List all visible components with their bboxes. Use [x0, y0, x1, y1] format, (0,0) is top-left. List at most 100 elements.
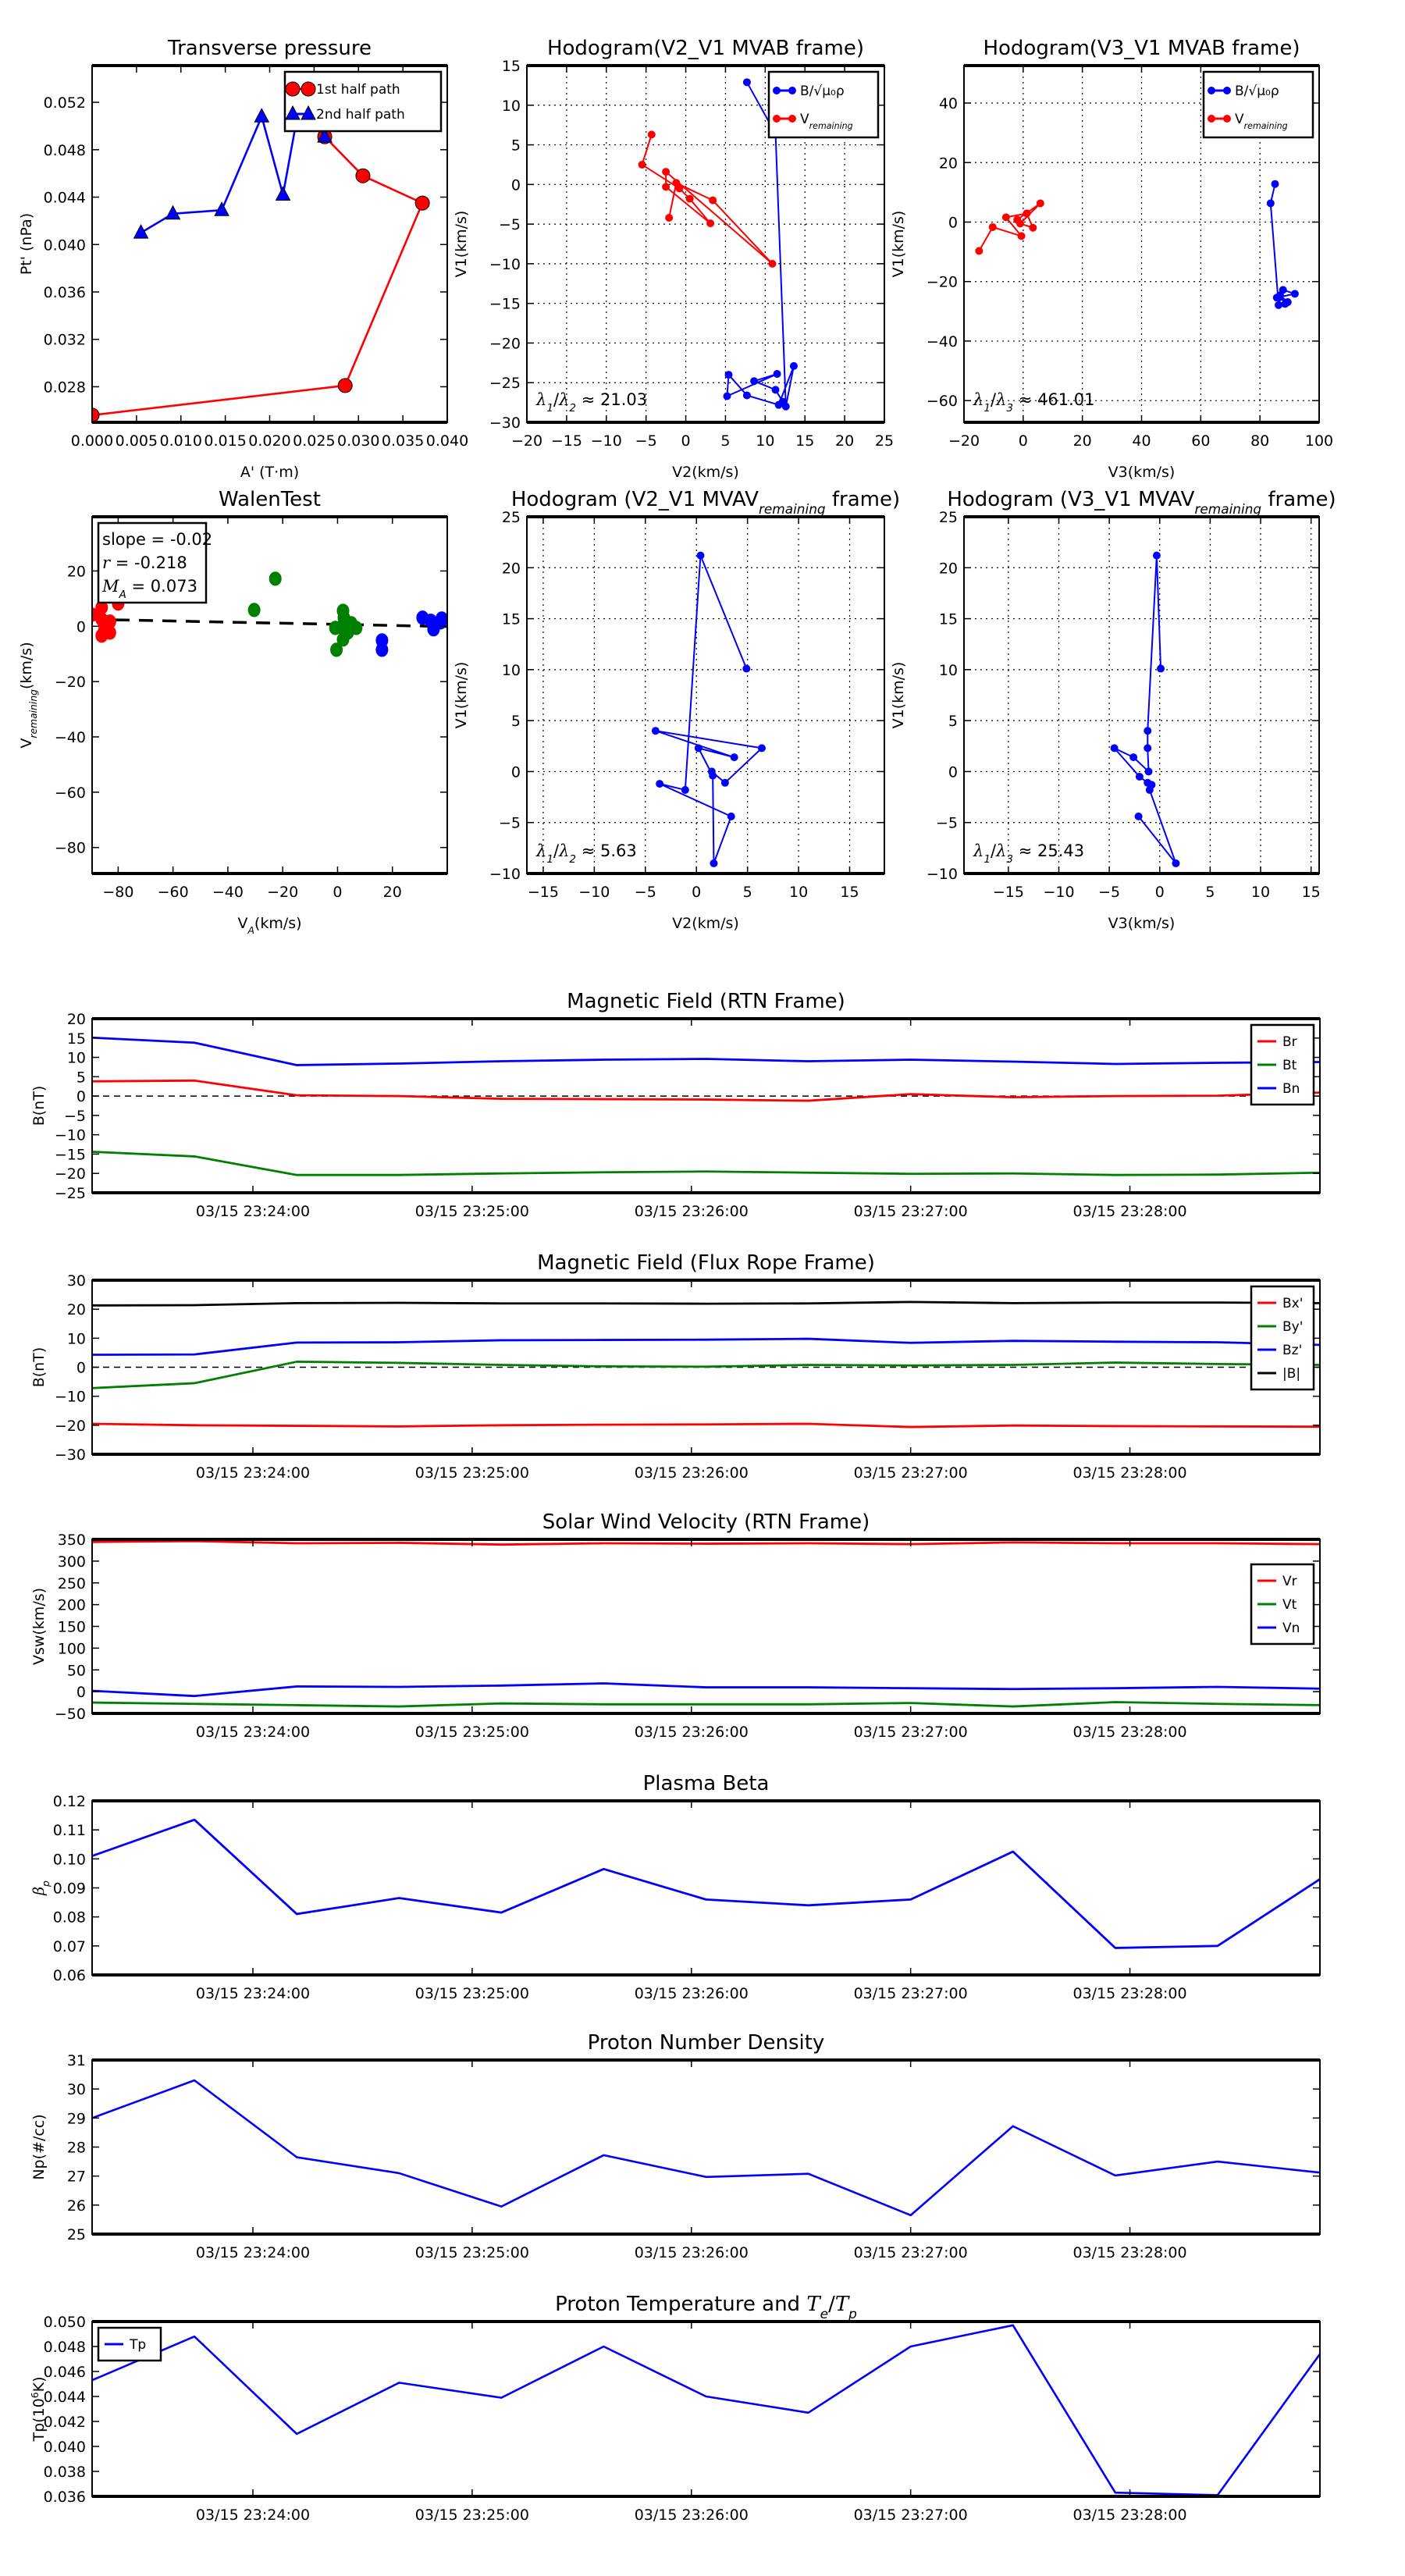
- y-axis-label: Pt' (nPa): [18, 213, 35, 275]
- annotation-text-part: = -0.218: [110, 553, 187, 572]
- x-tick-label: −20: [948, 432, 980, 450]
- annotation-text-part: slope = -0.02: [102, 530, 212, 549]
- y-tick-label: 0.036: [44, 2489, 86, 2506]
- x-tick-label: 0: [1019, 432, 1028, 450]
- series-0-point: [724, 371, 733, 379]
- x-tick-label: 100: [1305, 432, 1333, 450]
- series-0-point: [1144, 767, 1153, 776]
- chart-title-part: T: [806, 2293, 821, 2316]
- x-tick-label: 03/15 23:27:00: [854, 2244, 968, 2261]
- series-1-point: [665, 213, 674, 222]
- chart-title-part: Hodogram(V3_V1 MVAB frame): [983, 37, 1300, 60]
- y-axis-label-part: B(nT): [30, 1347, 48, 1388]
- lambda-ratio-text: λ1/λ2 ≈ 5.63: [535, 841, 637, 866]
- x-axis-label: V2(km/s): [672, 915, 739, 932]
- series-0-point: [95, 628, 108, 643]
- series-0-point: [1144, 727, 1152, 735]
- legend-label: Vremaining: [800, 112, 853, 131]
- series-0-point: [1275, 301, 1283, 309]
- x-tick-label: 03/15 23:27:00: [854, 1203, 968, 1220]
- lambda-ratio-text-part: 3: [1006, 402, 1013, 415]
- y-axis-label: Tp(106K): [30, 2377, 48, 2443]
- chart-pt: 0.000 0.005 0.010 0.015 0.020 0.025 0.030 0.035…: [18, 37, 468, 481]
- y-tick-label: 5: [511, 137, 521, 155]
- y-tick-label: 0.10: [53, 1851, 86, 1868]
- x-tick-label: 25: [875, 432, 894, 450]
- series-3-line: [92, 1300, 1320, 1307]
- series-0-point: [1135, 772, 1144, 781]
- legend-label: B/√μ₀ρ: [1235, 84, 1279, 99]
- series-0-point: [1157, 664, 1165, 673]
- series-0-point: [1145, 785, 1154, 794]
- lambda-ratio-text-part: λ: [558, 390, 569, 409]
- y-tick-label: 300: [58, 1553, 86, 1571]
- series-2-point: [375, 642, 389, 657]
- x-tick-label: 03/15 23:28:00: [1072, 2507, 1186, 2524]
- chart-title: Plasma Beta: [643, 1772, 770, 1795]
- legend-marker: [788, 115, 796, 123]
- y-tick-label: 0.042: [44, 2414, 86, 2431]
- plot-area: [92, 2322, 1320, 2496]
- y-axis-label-part: V1(km/s): [890, 662, 907, 729]
- series-1-line: [92, 1151, 1320, 1176]
- plot-area: [92, 1019, 1320, 1193]
- y-axis-label-part: Pt' (nPa): [18, 213, 35, 275]
- series-0-point: [1129, 753, 1138, 762]
- series-layer: [92, 2324, 1320, 2496]
- series-1-point: [1013, 215, 1022, 224]
- x-tick-label: 0.020: [248, 432, 290, 450]
- x-tick-label: 03/15 23:24:00: [196, 1985, 310, 2002]
- legend-label: Vt: [1282, 1597, 1297, 1613]
- x-tick-label: 0.025: [293, 432, 335, 450]
- plot-area: [92, 2060, 1320, 2234]
- series-1-line: [92, 1701, 1320, 1708]
- legend: Vr Vt Vn: [1250, 1563, 1315, 1646]
- x-axis-label-part: V: [237, 915, 247, 932]
- series-1-point: [685, 194, 694, 203]
- series-0-point: [707, 767, 716, 776]
- chart-title: Magnetic Field (Flux Rope Frame): [537, 1251, 875, 1275]
- y-tick-label: 5: [511, 713, 521, 730]
- chart-h2: −20 0 20 40 60 80 100 −60 −40 −20 0 20 40 Hodogram(V3…: [890, 37, 1333, 481]
- y-tick-label: −20: [489, 335, 521, 352]
- y-tick-label: −5: [64, 1108, 86, 1125]
- y-axis-label-part: Vsw(km/s): [30, 1588, 48, 1665]
- y-tick-label: 20: [67, 1301, 86, 1318]
- chart-title-part: Hodogram (V3_V1 MVAV: [947, 488, 1194, 511]
- y-tick-label: 0.038: [44, 2464, 86, 2481]
- legend-label: Vn: [1282, 1621, 1300, 1636]
- chart-title-part: remaining: [1194, 501, 1261, 517]
- lambda-ratio-text-part: 2: [569, 402, 576, 415]
- y-tick-label: 0.044: [44, 2389, 86, 2406]
- y-tick-label: 250: [58, 1575, 86, 1592]
- y-tick-label: 15: [502, 58, 521, 75]
- series-0-line: [92, 1539, 1320, 1546]
- y-tick-label: 100: [58, 1640, 86, 1657]
- lambda-ratio-text-part: /: [991, 841, 997, 860]
- y-tick-label: 0: [76, 1360, 86, 1377]
- x-tick-label: 03/15 23:28:00: [1072, 2244, 1186, 2261]
- series-1-point: [133, 224, 149, 239]
- annotation-text-part: = 0.073: [126, 577, 197, 596]
- x-tick-label: −60: [158, 884, 189, 901]
- legend-marker: [1223, 87, 1231, 94]
- series-1-point: [335, 620, 348, 635]
- series-1-point: [975, 247, 984, 255]
- chart-np: 03/15 23:24:00 03/15 23:25:00 03/15 23:26:…: [30, 2031, 1321, 2261]
- series-1-point: [768, 259, 777, 268]
- series-layer: [1110, 551, 1180, 867]
- y-tick-label: 5: [76, 1069, 86, 1086]
- lambda-ratio-text-part: /: [991, 390, 997, 409]
- chart-beta: 03/15 23:24:00 03/15 23:25:00 03/15 23:26:…: [30, 1772, 1321, 2002]
- x-tick-label: 15: [840, 884, 859, 901]
- x-tick-label: −10: [1043, 884, 1074, 901]
- series-layer: [638, 78, 798, 411]
- series-0-point: [1144, 744, 1152, 753]
- x-tick-label: 10: [756, 432, 774, 450]
- fit-line: [91, 617, 448, 628]
- y-tick-label: 0.032: [44, 332, 86, 349]
- y-axis-label-part: Np(#/cc): [30, 2114, 48, 2179]
- series-layer: [92, 1300, 1320, 1429]
- x-tick-label: −10: [591, 432, 622, 450]
